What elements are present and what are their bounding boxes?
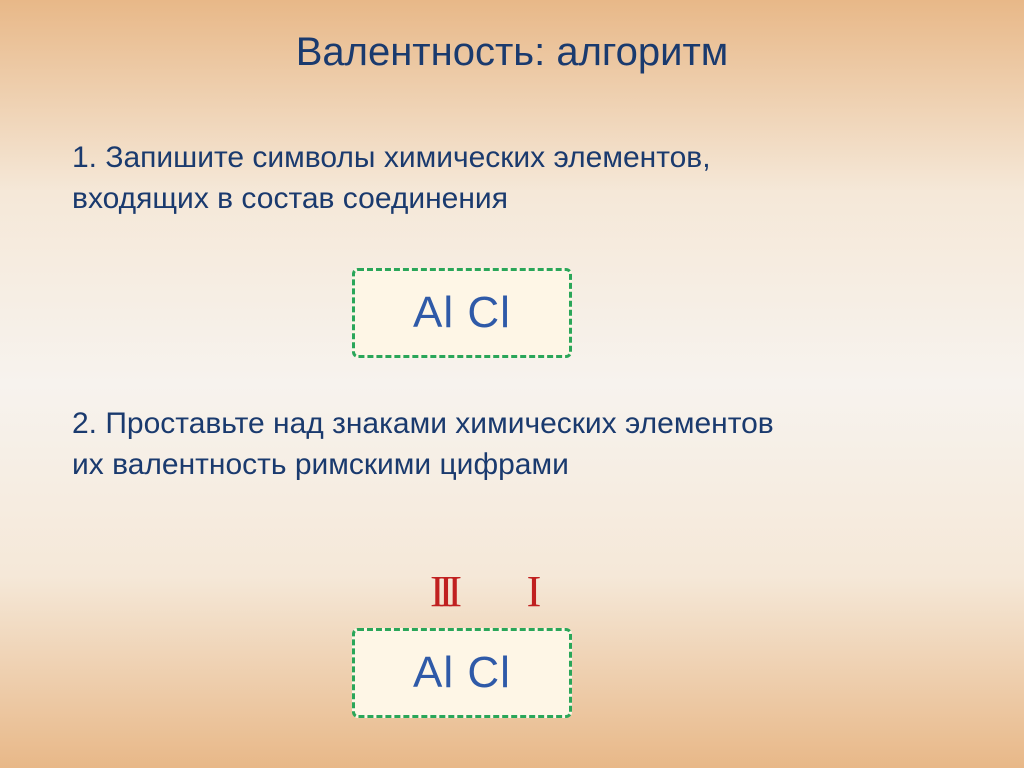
- valence-numerals: III I: [398, 566, 556, 617]
- formula-box-1: Al Cl: [352, 268, 572, 358]
- step2-text: 2. Проставьте над знаками химических эле…: [72, 404, 792, 485]
- valence-al: III: [398, 566, 488, 617]
- valence-cl: I: [506, 566, 556, 617]
- formula-box-2: Al Cl: [352, 628, 572, 718]
- slide-title: Валентность: алгоритм: [0, 30, 1024, 75]
- step1-text: 1. Запишите символы химических элементов…: [72, 138, 752, 219]
